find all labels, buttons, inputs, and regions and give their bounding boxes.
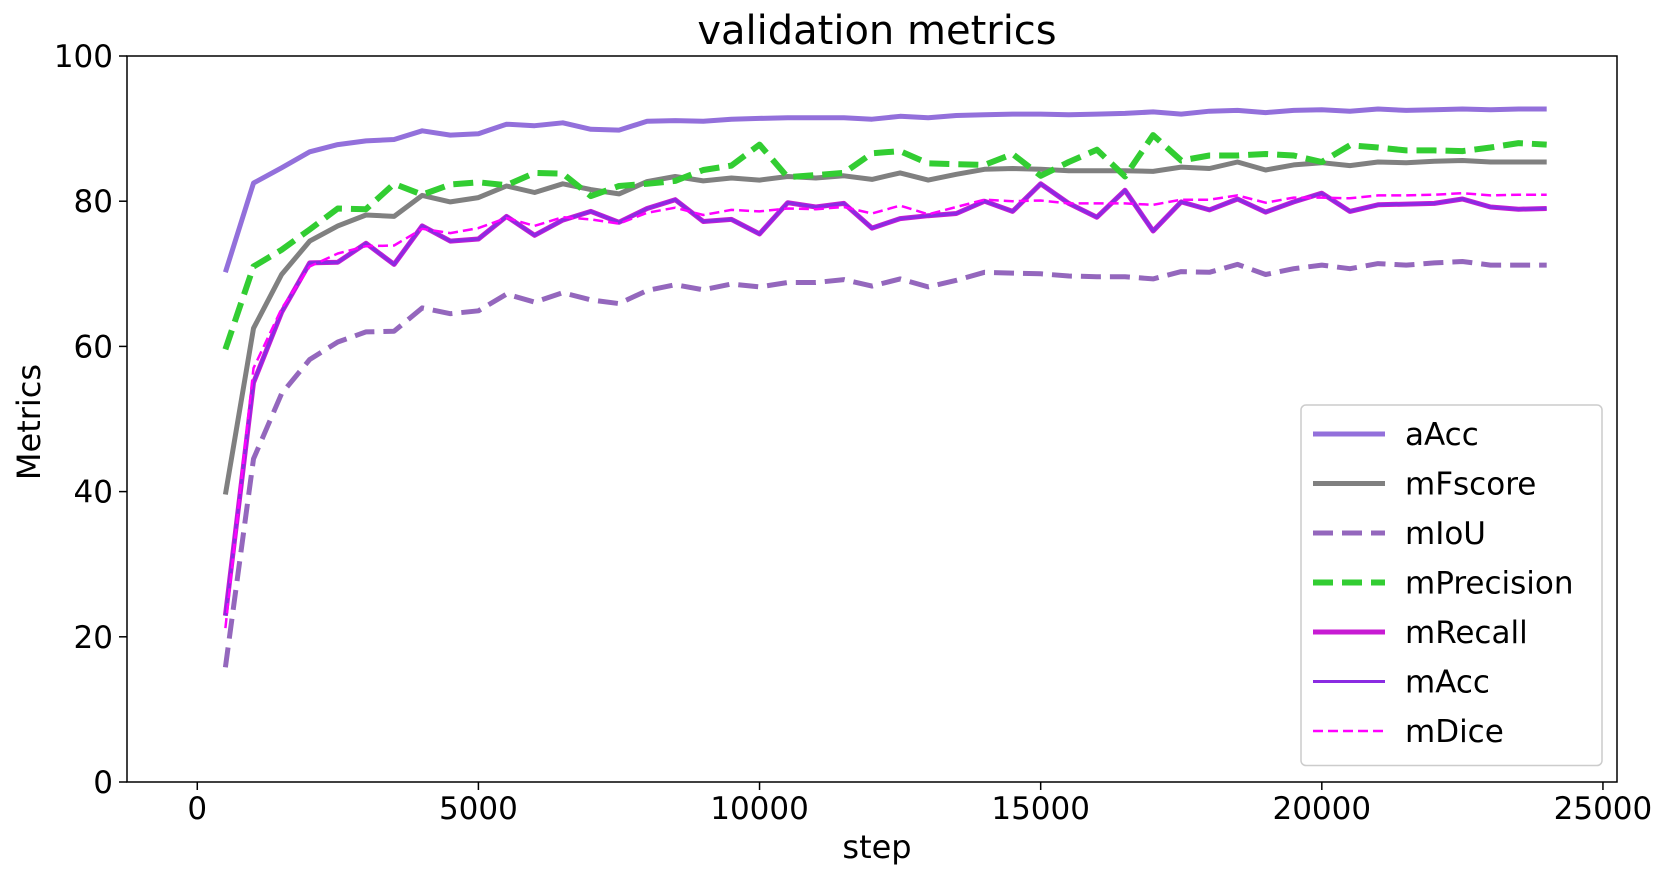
x-tick-label: 10000: [710, 791, 809, 827]
plot-frame: [126, 55, 1618, 783]
legend-label-mPrecision: mPrecision: [1405, 566, 1574, 602]
series-line-aAcc: [223, 106, 1547, 274]
legend-label-mIoU: mIoU: [1405, 516, 1486, 552]
x-tick-label: 5000: [439, 791, 518, 827]
y-tick-label: 60: [74, 329, 113, 365]
axes-layer: 0 5000 10000 15000 20000 25000 0 20 40 60 80 100: [54, 39, 1652, 827]
y-tick-label: 0: [93, 765, 113, 801]
series-layer: [222, 106, 1547, 668]
legend-label-aAcc: aAcc: [1405, 417, 1479, 453]
legend-label-mDice: mDice: [1405, 714, 1504, 750]
y-tick-label: 80: [74, 184, 113, 220]
y-axis-label: Metrics: [10, 364, 48, 480]
x-axis-label: step: [842, 828, 911, 866]
x-tick-label: 0: [187, 791, 207, 827]
series-line-mFscore: [222, 158, 1547, 495]
legend-label-mRecall: mRecall: [1405, 615, 1528, 651]
x-tick-label: 20000: [1272, 791, 1371, 827]
y-tick-label: 40: [74, 475, 113, 511]
series-line-mIoU: [222, 259, 1547, 668]
legend-label-mFscore: mFscore: [1405, 467, 1536, 503]
series-line-mAcc: [223, 182, 1547, 616]
legend-label-mAcc: mAcc: [1405, 665, 1490, 701]
x-tick-label: 25000: [1554, 791, 1653, 827]
chart-title: validation metrics: [697, 8, 1056, 54]
legend-box: [1300, 404, 1603, 767]
series-line-mPrecision: [222, 132, 1547, 351]
y-tick-label: 100: [54, 39, 113, 75]
y-tick-label: 20: [74, 620, 113, 656]
legend: aAcc mFscore mIoU mPrecision mRecall mAcc mDic…: [1300, 404, 1603, 767]
x-tick-label: 15000: [991, 791, 1090, 827]
